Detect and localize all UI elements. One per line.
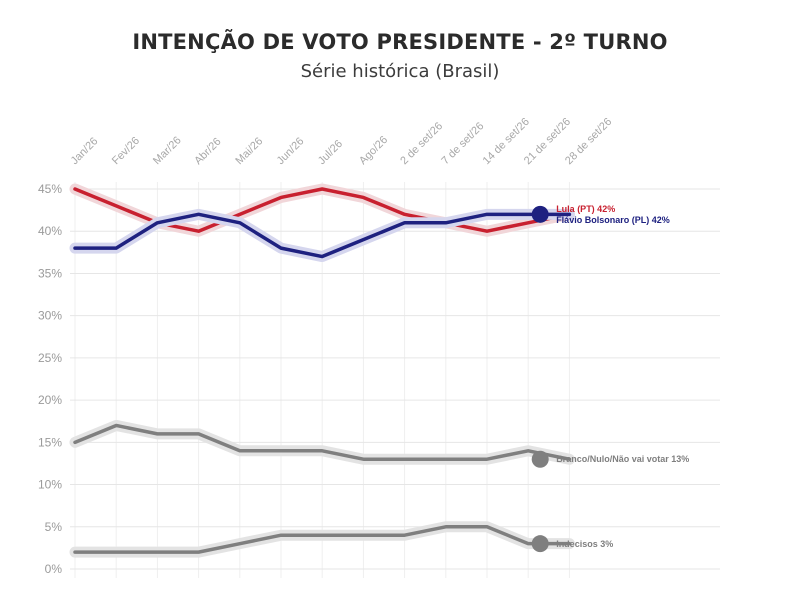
y-axis-ticks: 0% 5% 10% 15% 20% 25% 30% 35% 40% 45%: [38, 182, 62, 576]
end-point-marker: [531, 450, 549, 468]
y-tick-label: 10%: [38, 478, 62, 492]
x-tick-label: Jan/26: [69, 135, 101, 167]
x-tick-label: Abr/26: [192, 136, 223, 167]
y-tick-label: 15%: [38, 435, 62, 449]
x-axis-ticks: Jan/26 Fev/26 Mar/26 Abr/26 Mai/26 Jun/26 Jul/…: [69, 116, 615, 167]
x-tick-label: Ago/26: [357, 134, 390, 167]
y-tick-label: 35%: [38, 266, 62, 280]
series-lines: [69, 183, 575, 558]
x-tick-label: 7 de set/26: [439, 120, 486, 167]
series-end-label: Branco/Nulo/Não vai votar 13%: [556, 454, 689, 464]
chart-title: INTENÇÃO DE VOTO PRESIDENTE - 2º TURNO: [132, 30, 668, 54]
x-tick-label: Jun/26: [275, 135, 307, 167]
x-tick-label: Mar/26: [151, 134, 184, 167]
x-tick-label: Jul/26: [316, 138, 345, 167]
x-tick-label: 2 de set/26: [398, 120, 445, 167]
y-tick-label: 45%: [38, 182, 62, 196]
series-line: [73, 212, 572, 259]
y-tick-label: 0%: [45, 562, 63, 576]
end-point-marker: [531, 205, 549, 223]
gridlines: [70, 182, 720, 578]
x-tick-label: Fev/26: [110, 135, 142, 167]
series-end-label: Flávio Bolsonaro (PL) 42%: [556, 215, 670, 225]
series-line: [73, 525, 572, 554]
y-tick-label: 25%: [38, 351, 62, 365]
x-tick-label: Mai/26: [233, 135, 265, 167]
end-markers: [531, 205, 549, 553]
series-end-label: Indecisos 3%: [556, 539, 613, 549]
y-tick-label: 5%: [45, 520, 63, 534]
y-tick-label: 30%: [38, 309, 62, 323]
y-tick-label: 40%: [38, 224, 62, 238]
end-point-marker: [531, 535, 549, 553]
series-end-label: Lula (PT) 42%: [556, 204, 615, 214]
y-tick-label: 20%: [38, 393, 62, 407]
chart-subtitle: Série histórica (Brasil): [300, 61, 500, 82]
series-line: [73, 423, 572, 461]
end-labels: Lula (PT) 42%Flávio Bolsonaro (PL) 42% Br…: [556, 204, 689, 549]
